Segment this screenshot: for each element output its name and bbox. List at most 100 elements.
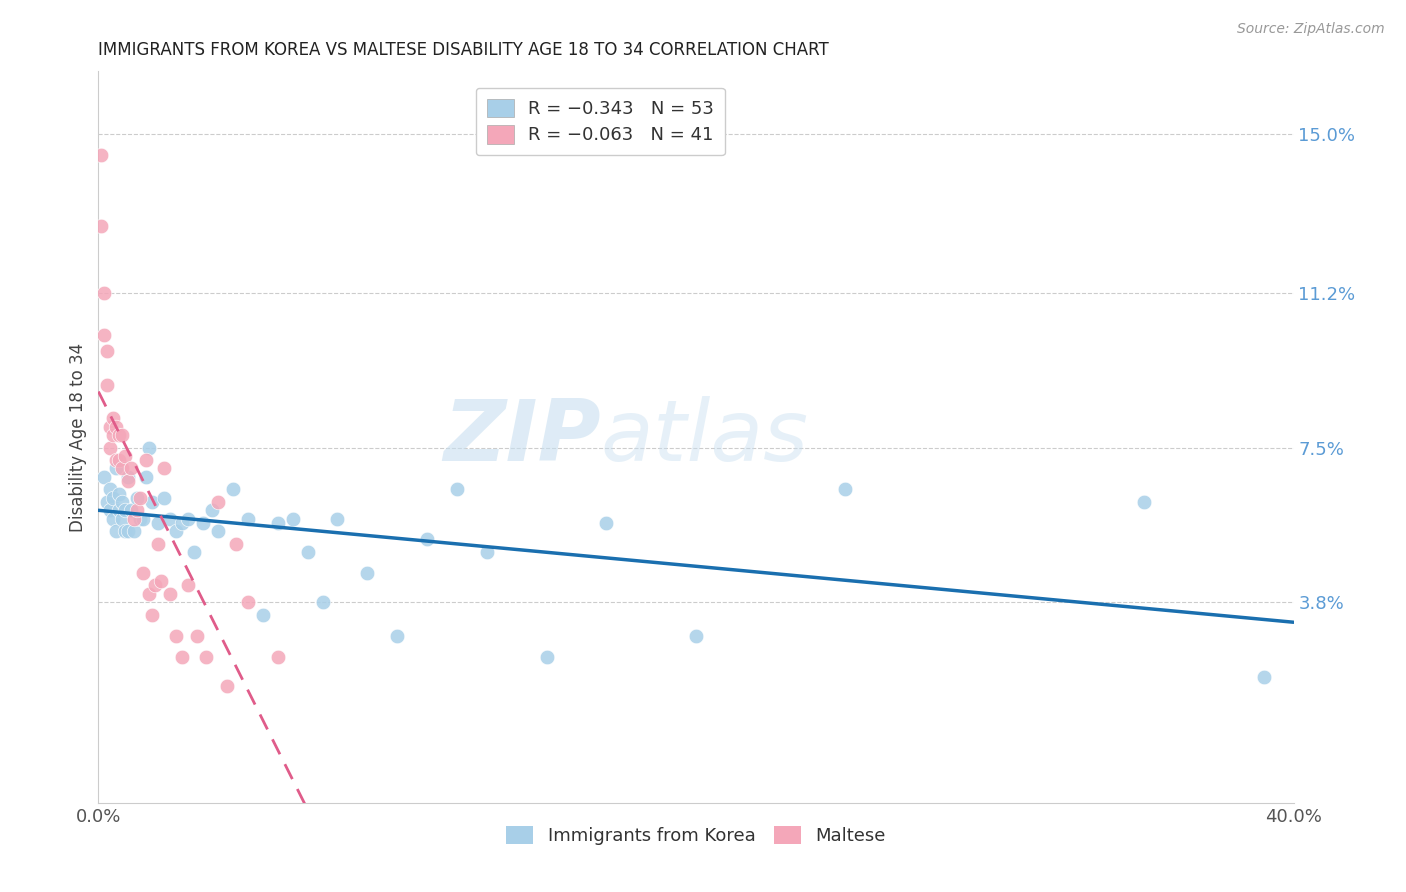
Point	[177, 511, 200, 525]
Point	[129, 491, 152, 505]
Point	[311, 595, 333, 609]
Point	[108, 428, 131, 442]
Point	[129, 511, 152, 525]
Point	[834, 483, 856, 497]
Point	[127, 503, 149, 517]
Point	[111, 495, 134, 509]
Point	[111, 461, 134, 475]
Point	[132, 566, 155, 580]
Point	[138, 441, 160, 455]
Point	[114, 524, 136, 538]
Point	[222, 483, 245, 497]
Y-axis label: Disability Age 18 to 34: Disability Age 18 to 34	[69, 343, 87, 532]
Point	[108, 503, 131, 517]
Point	[186, 629, 208, 643]
Point	[124, 511, 146, 525]
Point	[207, 495, 229, 509]
Point	[153, 461, 176, 475]
Point	[108, 486, 131, 500]
Text: Source: ZipAtlas.com: Source: ZipAtlas.com	[1237, 22, 1385, 37]
Point	[595, 516, 617, 530]
Point	[105, 419, 128, 434]
Point	[177, 578, 200, 592]
Point	[165, 629, 187, 643]
Text: atlas: atlas	[600, 395, 808, 479]
Point	[267, 516, 290, 530]
Text: ZIP: ZIP	[443, 395, 600, 479]
Point	[143, 578, 166, 592]
Point	[117, 474, 139, 488]
Point	[252, 607, 274, 622]
Point	[117, 524, 139, 538]
Point	[93, 285, 115, 300]
Point	[103, 411, 125, 425]
Point	[135, 453, 157, 467]
Point	[103, 428, 125, 442]
Point	[148, 516, 170, 530]
Point	[685, 629, 707, 643]
Legend: R = −0.343   N = 53, R = −0.063   N = 41: R = −0.343 N = 53, R = −0.063 N = 41	[475, 87, 725, 155]
Point	[98, 503, 122, 517]
Point	[114, 449, 136, 463]
Point	[475, 545, 498, 559]
Point	[96, 495, 118, 509]
Point	[281, 511, 304, 525]
Point	[201, 503, 224, 517]
Point	[236, 511, 259, 525]
Point	[172, 516, 194, 530]
Point	[96, 344, 118, 359]
Point	[183, 545, 205, 559]
Point	[207, 524, 229, 538]
Point	[105, 461, 128, 475]
Point	[111, 511, 134, 525]
Point	[120, 461, 142, 475]
Point	[117, 470, 139, 484]
Point	[416, 533, 439, 547]
Point	[446, 483, 468, 497]
Point	[159, 511, 181, 525]
Point	[135, 470, 157, 484]
Point	[103, 511, 125, 525]
Point	[111, 428, 134, 442]
Point	[159, 587, 181, 601]
Point	[103, 491, 125, 505]
Point	[132, 511, 155, 525]
Point	[385, 629, 409, 643]
Point	[150, 574, 173, 589]
Point	[1253, 670, 1275, 684]
Point	[215, 679, 238, 693]
Point	[124, 524, 146, 538]
Point	[105, 524, 128, 538]
Point	[236, 595, 259, 609]
Point	[356, 566, 378, 580]
Point	[98, 483, 122, 497]
Point	[96, 377, 118, 392]
Point	[148, 536, 170, 550]
Point	[153, 491, 176, 505]
Point	[165, 524, 187, 538]
Point	[90, 219, 112, 233]
Point	[120, 503, 142, 517]
Point	[114, 503, 136, 517]
Point	[195, 649, 218, 664]
Point	[98, 441, 122, 455]
Point	[141, 607, 163, 622]
Point	[326, 511, 349, 525]
Point	[90, 148, 112, 162]
Point	[267, 649, 290, 664]
Point	[93, 470, 115, 484]
Point	[93, 327, 115, 342]
Point	[297, 545, 319, 559]
Point	[536, 649, 558, 664]
Point	[172, 649, 194, 664]
Point	[191, 516, 214, 530]
Point	[1133, 495, 1156, 509]
Text: IMMIGRANTS FROM KOREA VS MALTESE DISABILITY AGE 18 TO 34 CORRELATION CHART: IMMIGRANTS FROM KOREA VS MALTESE DISABIL…	[98, 41, 830, 59]
Point	[127, 491, 149, 505]
Point	[225, 536, 247, 550]
Point	[108, 453, 131, 467]
Point	[138, 587, 160, 601]
Point	[98, 419, 122, 434]
Point	[105, 453, 128, 467]
Point	[141, 495, 163, 509]
